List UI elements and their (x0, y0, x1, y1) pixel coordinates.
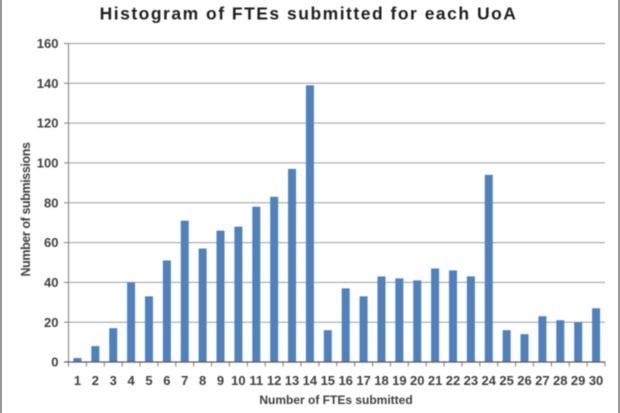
svg-text:8: 8 (199, 373, 206, 388)
svg-text:29: 29 (571, 373, 585, 388)
svg-text:60: 60 (44, 235, 58, 250)
svg-text:3: 3 (110, 373, 117, 388)
svg-text:5: 5 (145, 373, 152, 388)
svg-text:25: 25 (499, 373, 513, 388)
svg-text:20: 20 (410, 373, 424, 388)
svg-text:0: 0 (51, 355, 58, 370)
svg-text:100: 100 (37, 156, 59, 171)
svg-text:Number of submissions: Number of submissions (19, 142, 33, 276)
svg-text:4: 4 (127, 373, 135, 388)
svg-text:28: 28 (553, 373, 567, 388)
svg-text:160: 160 (37, 36, 59, 51)
svg-text:140: 140 (37, 76, 59, 91)
svg-text:2: 2 (92, 373, 99, 388)
svg-text:26: 26 (517, 373, 531, 388)
svg-text:12: 12 (267, 373, 281, 388)
svg-text:23: 23 (464, 373, 478, 388)
svg-text:40: 40 (44, 275, 58, 290)
svg-text:1: 1 (74, 373, 81, 388)
svg-text:10: 10 (231, 373, 245, 388)
svg-text:13: 13 (285, 373, 299, 388)
svg-text:80: 80 (44, 195, 58, 210)
svg-text:14: 14 (303, 373, 318, 388)
svg-text:7: 7 (181, 373, 188, 388)
svg-text:16: 16 (338, 373, 352, 388)
svg-text:17: 17 (356, 373, 370, 388)
svg-text:6: 6 (163, 373, 170, 388)
svg-text:Histogram of FTEs submitted fo: Histogram of FTEs submitted for each UoA (100, 4, 518, 24)
svg-text:11: 11 (249, 373, 263, 388)
svg-text:120: 120 (37, 116, 59, 131)
svg-text:22: 22 (446, 373, 460, 388)
svg-text:19: 19 (392, 373, 406, 388)
svg-text:30: 30 (589, 373, 603, 388)
svg-text:9: 9 (217, 373, 224, 388)
svg-text:24: 24 (482, 373, 497, 388)
svg-text:20: 20 (44, 315, 58, 330)
svg-text:15: 15 (321, 373, 335, 388)
svg-text:27: 27 (535, 373, 549, 388)
svg-text:21: 21 (428, 373, 442, 388)
svg-text:18: 18 (374, 373, 388, 388)
svg-text:Number of FTEs submitted: Number of FTEs submitted (259, 393, 412, 407)
